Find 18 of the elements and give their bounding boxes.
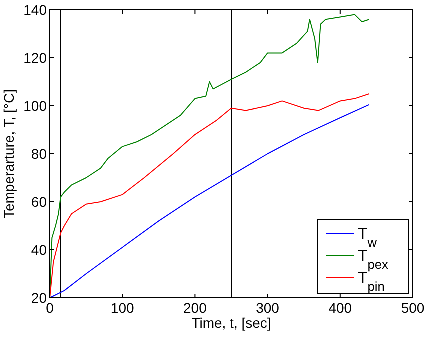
y-tick-label: 20	[31, 290, 48, 306]
y-axis-title: Temperarture, T, [°C]	[1, 89, 17, 219]
y-tick-label: 100	[24, 98, 48, 114]
x-tick-label: 200	[184, 300, 208, 316]
y-tick-label: 80	[31, 146, 48, 162]
y-tick-label: 120	[24, 50, 48, 66]
legend-label: T$_{pex}$	[358, 248, 390, 272]
x-axis-title: Time, t, [sec]	[192, 315, 272, 331]
legend-label: T$_{w}$	[358, 226, 378, 250]
x-tick-label: 300	[256, 300, 280, 316]
y-tick-label: 60	[31, 194, 48, 210]
x-tick-label: 400	[328, 300, 352, 316]
y-tick-label: 140	[24, 2, 48, 18]
x-tick-label: 100	[110, 300, 134, 316]
y-tick-label: 40	[31, 242, 48, 258]
x-tick-label: 500	[401, 300, 424, 316]
legend-label: T$_{pin}$	[358, 270, 385, 294]
x-tick-label: 0	[46, 300, 54, 316]
